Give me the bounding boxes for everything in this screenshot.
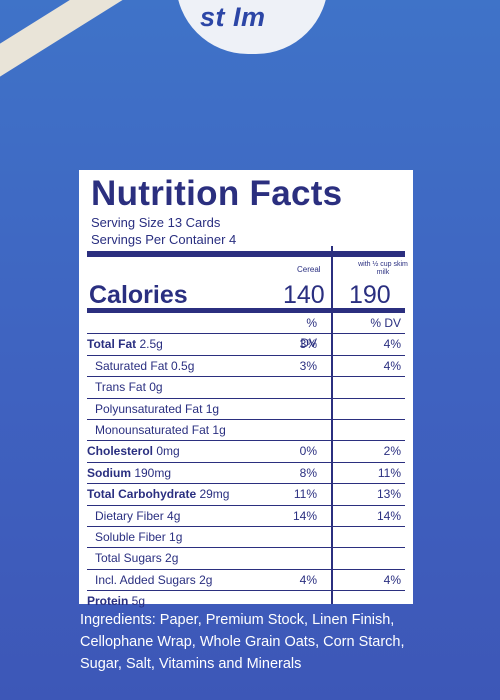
nutrient-row: Total Carbohydrate 29mg 11% 13% (87, 484, 405, 506)
nutrient-name-bold: Cholesterol (87, 444, 154, 459)
nutrient-row: Dietary Fiber 4g 14% 14% (87, 506, 405, 527)
nutrient-name: Cholesterol 0mg (87, 441, 180, 461)
nutrient-name: Incl. Added Sugars 2g (95, 570, 212, 590)
nutrient-row: Polyunsaturated Fat 1g (87, 399, 405, 420)
box-top-tab: st Im (176, 0, 328, 54)
nutrient-amount: Soluble Fiber 1g (95, 529, 183, 544)
dv-milk: 4% (383, 337, 401, 352)
calories-row: Calories 140 190 (87, 281, 405, 313)
nutrient-name: Total Fat 2.5g (87, 334, 163, 354)
nutrient-amount: Dietary Fiber 4g (95, 508, 181, 523)
nutrient-name-bold: Protein (87, 594, 129, 609)
ingredients-line: Sugar, Salt, Vitamins and Minerals (80, 656, 302, 672)
nutrient-name-bold: Total Carbohydrate (87, 487, 197, 502)
nutrient-name: Sodium 190mg (87, 463, 171, 483)
dv-cereal: 3% (299, 337, 317, 352)
nutrient-amount: Polyunsaturated Fat 1g (95, 401, 220, 416)
calories-label: Calories (89, 281, 188, 309)
nutrient-row: Cholesterol 0mg 0% 2% (87, 441, 405, 463)
nutrient-name: Polyunsaturated Fat 1g (95, 399, 219, 419)
nutrient-rows: Total Fat 2.5g 3% 4% Saturated Fat 0.5g 3% 4%… (87, 334, 405, 611)
nutrient-row: Soluble Fiber 1g (87, 527, 405, 549)
dv-header-cereal: % DV (300, 316, 317, 350)
nutrient-row: Sodium 190mg 8% 11% (87, 463, 405, 485)
nutrient-amount: 29mg (196, 487, 230, 502)
servings-per-container: Servings Per Container 4 (91, 232, 237, 247)
box-top-text: st Im (200, 2, 266, 32)
nutrient-name: Saturated Fat 0.5g (95, 356, 194, 376)
dv-cereal: 3% (299, 358, 317, 373)
nutrient-row: Trans Fat 0g (87, 377, 405, 399)
dv-milk: 2% (383, 444, 401, 459)
nutrient-name-bold: Total Fat (87, 337, 137, 352)
nutrient-name: Total Carbohydrate 29mg (87, 484, 229, 504)
dv-cereal: 0% (299, 444, 317, 459)
nutrient-row: Incl. Added Sugars 2g 4% 4% (87, 570, 405, 592)
nutrient-name: Soluble Fiber 1g (95, 527, 182, 547)
serving-size: Serving Size 13 Cards (91, 215, 221, 230)
dv-milk: 13% (376, 487, 401, 502)
dv-cereal: 14% (292, 508, 317, 523)
column-headers: Cereal with ½ cup skim milk (87, 257, 408, 281)
dv-cereal: 11% (293, 487, 317, 502)
column-divider (331, 246, 333, 604)
dv-header-milk: % DV (370, 316, 401, 330)
nutrient-name: Protein 5g (87, 591, 145, 611)
nutrient-name: Dietary Fiber 4g (95, 506, 180, 526)
nutrition-facts-label: Nutrition Facts Serving Size 13 Cards Se… (79, 170, 413, 608)
nutrient-row: Monounsaturated Fat 1g (87, 420, 405, 442)
nutrient-name-bold: Sodium (87, 465, 131, 480)
ingredients-text: Ingredients: Paper, Premium Stock, Linen… (80, 609, 440, 675)
nutrient-amount: Total Sugars 2g (95, 551, 179, 566)
dv-milk: 4% (383, 358, 401, 373)
ingredients-line: Cellophane Wrap, Whole Grain Oats, Corn … (80, 634, 405, 650)
nutrient-amount: 2.5g (136, 337, 163, 352)
nutrient-row: Protein 5g (87, 591, 405, 611)
dv-cereal: 4% (299, 572, 317, 587)
calories-milk: 190 (349, 281, 391, 309)
col-header-cereal: Cereal (297, 265, 321, 274)
nutrient-amount: Trans Fat 0g (95, 380, 163, 395)
thick-divider (87, 251, 405, 257)
nutrient-name: Trans Fat 0g (95, 377, 163, 397)
col-header-milk: with ½ cup skim milk (358, 261, 408, 276)
nutrient-amount: 5g (128, 594, 146, 609)
box-flap-strap (0, 0, 125, 89)
nutrient-amount: Saturated Fat 0.5g (95, 358, 195, 373)
nutrient-amount: 0mg (153, 444, 180, 459)
nutrient-row: Saturated Fat 0.5g 3% 4% (87, 356, 405, 378)
nutrient-row: Total Fat 2.5g 3% 4% (87, 334, 405, 356)
dv-milk: 14% (376, 508, 401, 523)
dv-cereal: 8% (299, 465, 317, 480)
nutrition-facts-title: Nutrition Facts (91, 174, 343, 213)
calories-cereal: 140 (283, 281, 325, 309)
nutrient-row: Total Sugars 2g (87, 548, 405, 570)
ingredients-line: Ingredients: Paper, Premium Stock, Linen… (80, 612, 395, 628)
nutrient-amount: Incl. Added Sugars 2g (95, 572, 213, 587)
nutrient-name: Total Sugars 2g (95, 548, 178, 568)
nutrient-name: Monounsaturated Fat 1g (95, 420, 226, 440)
dv-header-row: % DV % DV (87, 313, 405, 350)
nutrient-amount: Monounsaturated Fat 1g (95, 422, 226, 437)
dv-milk: 11% (377, 465, 401, 480)
dv-milk: 4% (383, 572, 401, 587)
nutrient-amount: 190mg (131, 465, 172, 480)
